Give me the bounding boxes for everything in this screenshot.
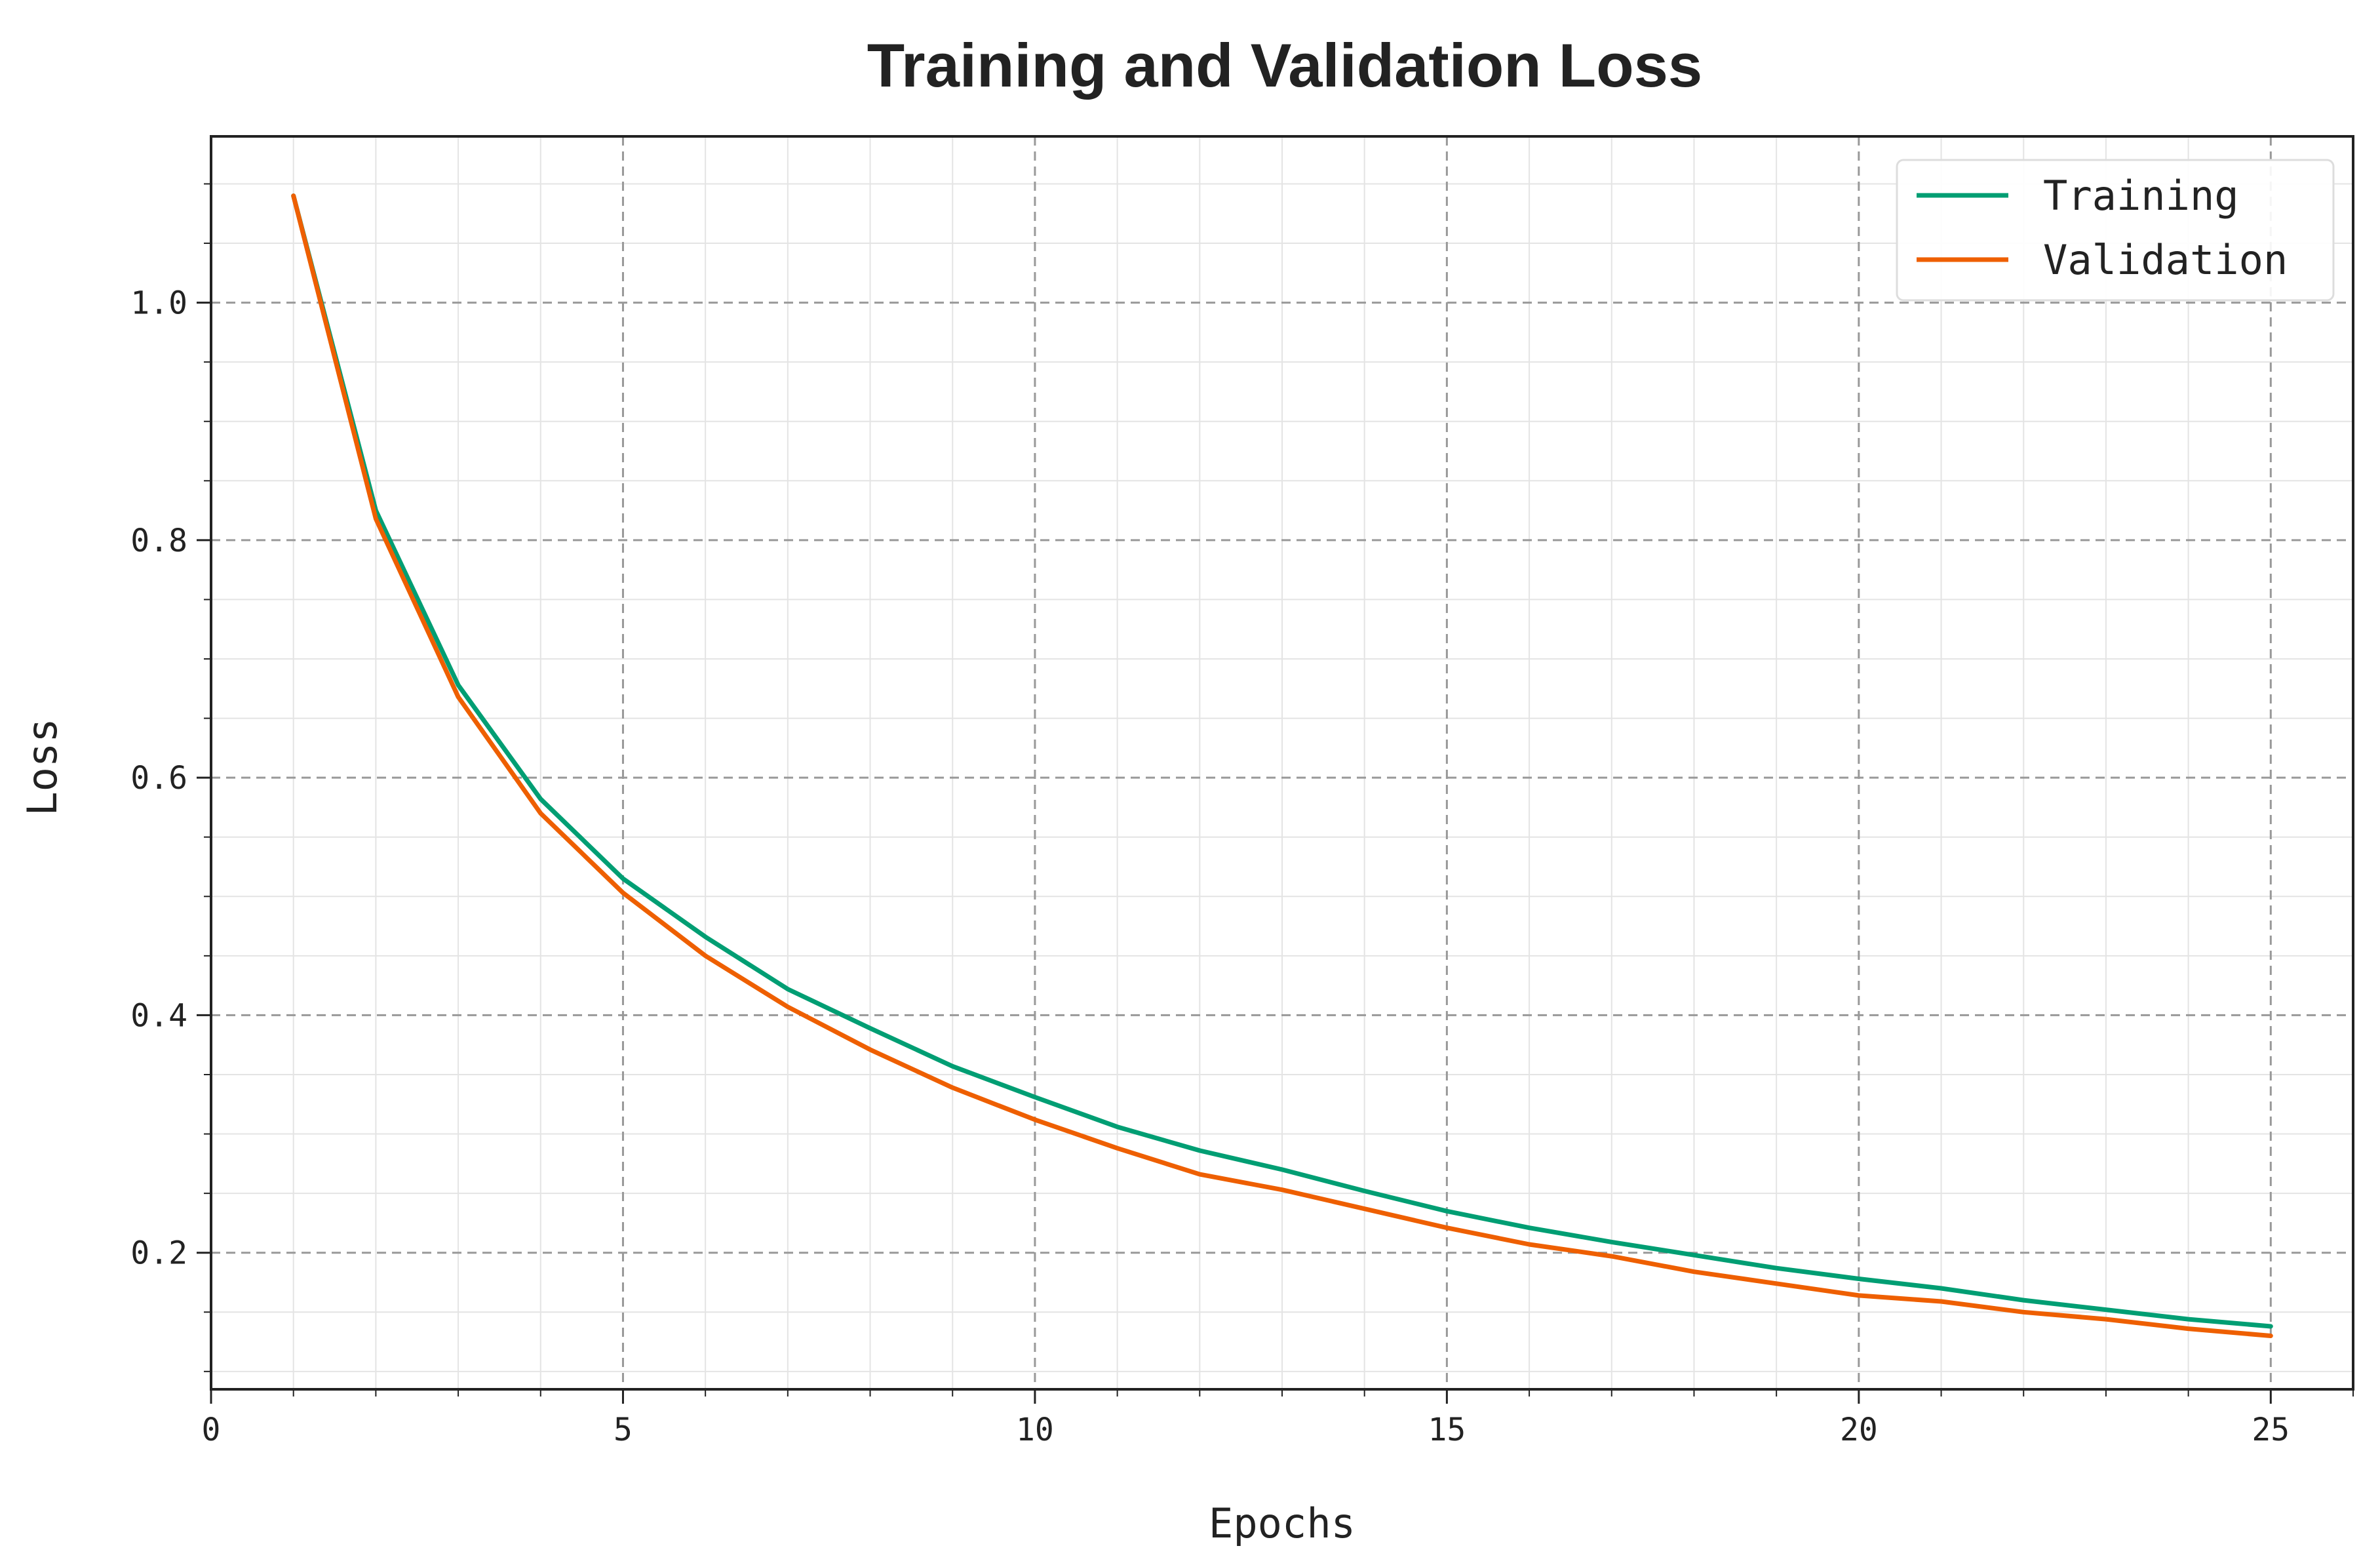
- x-tick-label: 5: [614, 1412, 633, 1448]
- major-grid: [211, 136, 2353, 1389]
- x-tick-label: 15: [1428, 1412, 1466, 1448]
- y-axis-label: Loss: [18, 718, 66, 816]
- ticks-layer: 0 5 10 15 20 25 0.2 0.4 0.6 0.8 1.0: [130, 183, 2354, 1448]
- x-tick-label: 20: [1840, 1412, 1878, 1448]
- y-tick-label: 0.4: [130, 997, 187, 1034]
- y-tick-label: 1.0: [130, 285, 187, 322]
- x-tick-label: 10: [1016, 1412, 1054, 1448]
- chart-title: Training and Validation Loss: [867, 31, 1702, 100]
- minor-grid: [211, 136, 2354, 1389]
- x-tick-label: 0: [202, 1412, 221, 1448]
- x-tick-label: 25: [2252, 1412, 2290, 1448]
- legend: Training Validation: [1896, 159, 2335, 302]
- series-layer: [291, 193, 2273, 1338]
- legend-training-label: Training: [2043, 172, 2239, 220]
- y-tick-label: 0.8: [130, 523, 187, 559]
- x-axis-label: Epochs: [1209, 1499, 1356, 1547]
- legend-validation-label: Validation: [2043, 236, 2288, 284]
- series-line-validation: [291, 193, 2273, 1338]
- series-line-training: [291, 193, 2273, 1329]
- y-tick-label: 0.2: [130, 1235, 187, 1272]
- y-tick-label: 0.6: [130, 760, 187, 797]
